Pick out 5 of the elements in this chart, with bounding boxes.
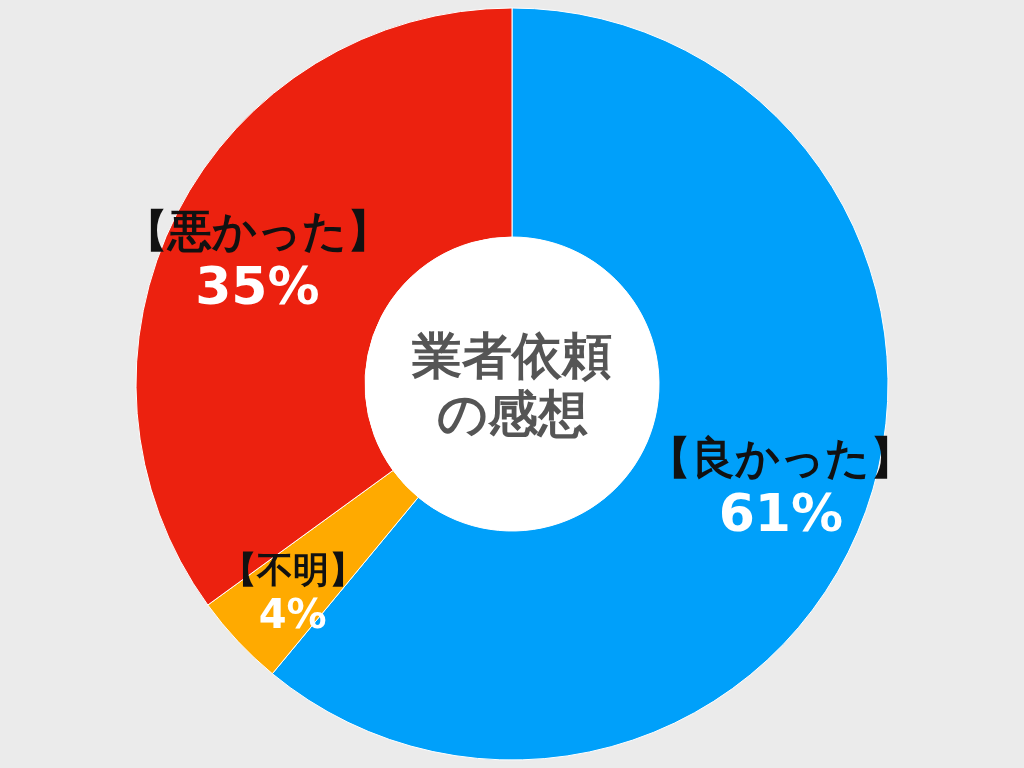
- slice-label: 【悪かった】: [123, 205, 391, 257]
- data-label: 4%: [258, 590, 327, 637]
- data-label: 35%: [195, 256, 320, 317]
- data-label: 61%: [718, 482, 844, 543]
- text: 業者依頼の感想: [411, 327, 612, 443]
